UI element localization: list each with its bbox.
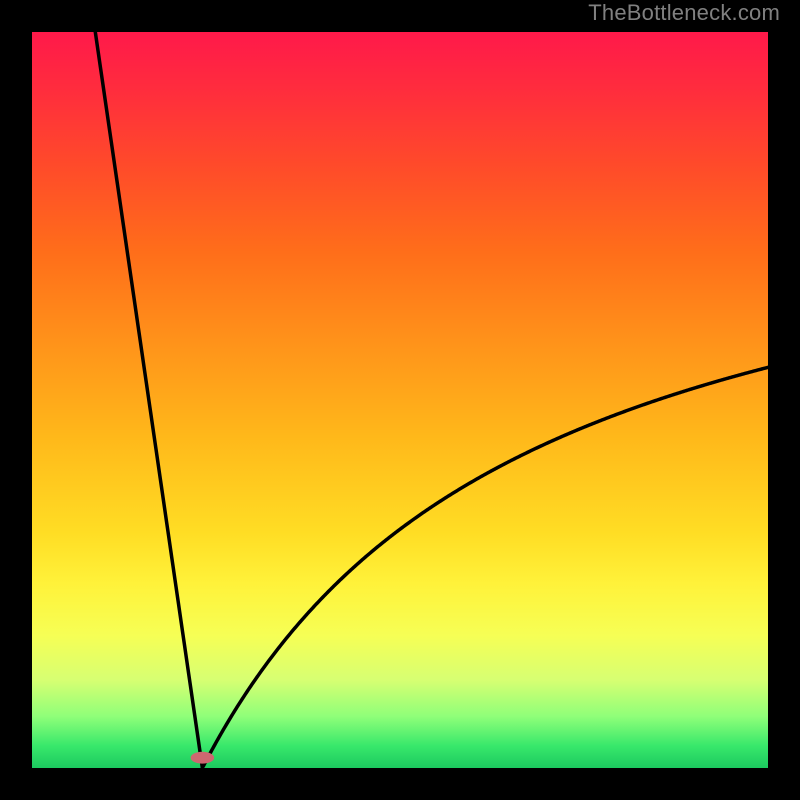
plot-area <box>32 32 768 768</box>
watermark-text: TheBottleneck.com <box>588 0 780 26</box>
canvas: TheBottleneck.com <box>0 0 800 800</box>
min-marker <box>191 752 215 764</box>
plot-svg <box>32 32 768 768</box>
